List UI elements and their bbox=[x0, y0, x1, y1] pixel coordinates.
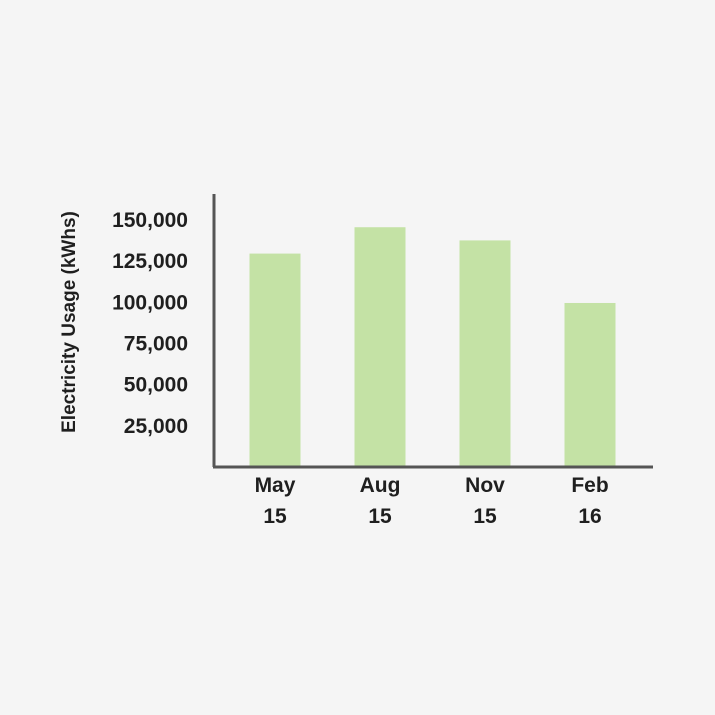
x-tick-label: Nov 15 bbox=[465, 474, 505, 528]
x-tick-labels: May 15 Aug 15 Nov 15 Feb 16 bbox=[255, 474, 609, 528]
bar-nov-15 bbox=[459, 240, 511, 466]
y-tick-label: 75,000 bbox=[124, 333, 188, 356]
y-tick-label: 125,000 bbox=[112, 250, 188, 273]
x-tick-label: Feb 16 bbox=[571, 474, 608, 528]
bar-may-15 bbox=[249, 253, 301, 466]
y-tick-label: 25,000 bbox=[124, 415, 188, 438]
x-tick-label: May 15 bbox=[255, 474, 296, 528]
bar-feb-16 bbox=[564, 302, 616, 466]
bars-group bbox=[249, 227, 616, 466]
y-tick-labels: 150,000 125,000 100,000 75,000 50,000 25,000 bbox=[112, 209, 188, 438]
y-tick-label: 150,000 bbox=[112, 209, 188, 232]
y-tick-label: 50,000 bbox=[124, 374, 188, 397]
bar-aug-15 bbox=[354, 227, 406, 466]
x-tick-label: Aug 15 bbox=[360, 474, 401, 528]
y-axis-title: Electricity Usage (kWhs) bbox=[59, 211, 80, 433]
y-tick-label: 100,000 bbox=[112, 291, 188, 314]
